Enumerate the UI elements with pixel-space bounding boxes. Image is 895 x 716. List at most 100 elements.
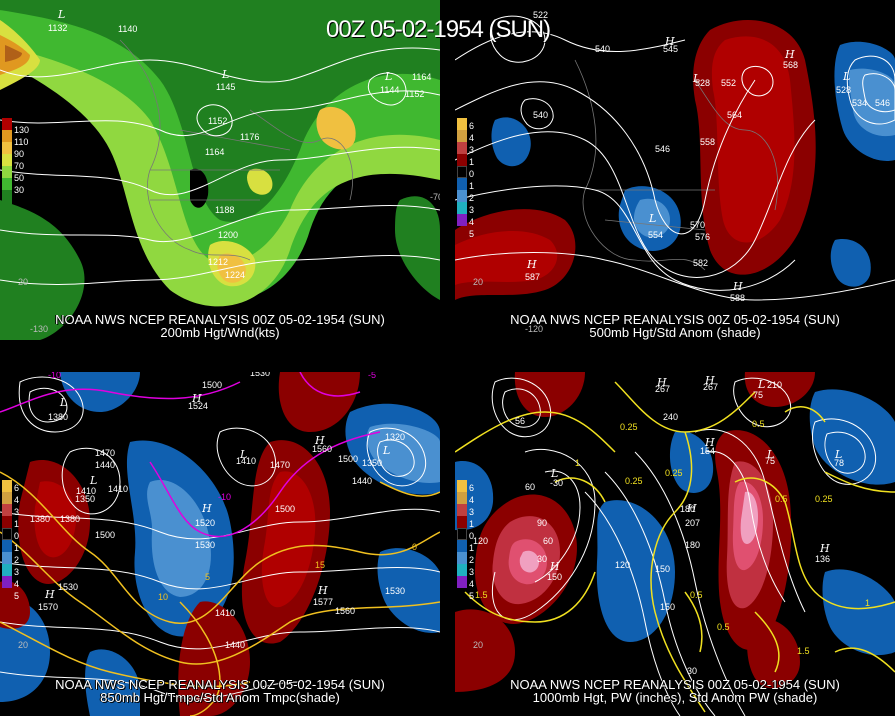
contour-label: 150 [660, 602, 675, 612]
marker-value: 588 [730, 293, 745, 303]
marker-value: 1577 [313, 597, 333, 607]
svg-text:H: H [784, 48, 795, 61]
marker-value: 528 [836, 85, 851, 95]
marker-value: 568 [783, 60, 798, 70]
svg-text:L: L [59, 396, 67, 409]
marker-value: 78 [834, 458, 844, 468]
lat-label: 20 [18, 640, 28, 650]
svg-text:H: H [549, 560, 560, 573]
contour-label: 0.25 [620, 422, 638, 432]
svg-text:L: L [89, 474, 97, 487]
panel-850mb: L 1380 L 1410 H 1524 L 1410 H 1560 L 1320 H 152… [0, 372, 440, 716]
svg-text:L: L [842, 70, 850, 83]
contour-label: -10 [218, 492, 231, 502]
svg-text:H: H [704, 374, 715, 387]
contour-label: 1470 [270, 460, 290, 470]
marker-value: 545 [663, 44, 678, 54]
contour-label: 1530 [195, 540, 215, 550]
contour-label: 1440 [95, 460, 115, 470]
svg-text:H: H [201, 502, 212, 515]
lat-label: 20 [473, 640, 483, 650]
svg-text:L: L [766, 448, 774, 461]
contour-label: 1.5 [797, 646, 810, 656]
contour-label: 1212 [208, 257, 228, 267]
marker-value: 207 [685, 518, 700, 528]
contour-label: 1440 [352, 476, 372, 486]
contour-label: 1164 [412, 72, 431, 82]
colorbar [2, 118, 12, 204]
marker-value: 552 [721, 78, 736, 88]
colorbar [2, 480, 12, 588]
contour-label: 180 [680, 504, 695, 514]
page-title: 00Z 05-02-1954 (SUN) [326, 16, 551, 43]
contour-label: 120 [615, 560, 630, 570]
svg-text:L: L [239, 448, 247, 461]
svg-text:L: L [757, 378, 765, 391]
contour-label: 1200 [218, 230, 238, 240]
contour-label: 564 [727, 110, 742, 120]
contour-label: 1164 [205, 147, 224, 157]
svg-text:H: H [686, 502, 697, 515]
marker-value: 1380 [48, 412, 68, 422]
svg-text:H: H [664, 35, 675, 48]
contour-label: 570 [690, 220, 705, 230]
colorbar-labels: 130 110 90 70 50 30 [14, 125, 30, 195]
contour-label: 1530 [58, 582, 78, 592]
svg-text:L: L [692, 72, 700, 85]
contour-label: 1500 [202, 380, 222, 390]
contour-label: 1.5 [475, 590, 488, 600]
contour-label: 1350 [75, 494, 95, 504]
svg-text:H: H [314, 434, 325, 447]
marker-value: 1132 [48, 23, 67, 33]
marker-value: 1410 [236, 456, 256, 466]
marker-value: 1570 [38, 602, 58, 612]
marker-value: 150 [547, 572, 562, 582]
contour-label: 15 [315, 560, 325, 570]
contour-label: 0.25 [815, 494, 833, 504]
svg-text:L: L [550, 467, 558, 480]
contour-label: 30 [687, 666, 697, 676]
panel-caption: NOAA NWS NCEP REANALYSIS 00Z 05-02-1954 … [510, 677, 840, 705]
marker-value: 1320 [385, 432, 405, 442]
svg-text:H: H [704, 436, 715, 449]
lon-label: -120 [525, 324, 543, 334]
svg-text:L: L [382, 444, 390, 457]
contour-label: 1380 [60, 514, 80, 524]
contour-label: 60 [543, 536, 553, 546]
contour-label: 1224 [225, 270, 245, 280]
contour-label: 1188 [215, 205, 234, 215]
marker-value: 154 [700, 446, 715, 456]
contour-label: 1410 [215, 608, 235, 618]
contour-label: 1176 [240, 132, 259, 142]
marker-value: 75 [765, 456, 775, 466]
marker-value: 587 [525, 272, 540, 282]
contour-label: 534 [852, 98, 867, 108]
contour-label: 0.5 [690, 590, 703, 600]
contour-label: 1500 [275, 504, 295, 514]
contour-label: 120 [473, 536, 488, 546]
contour-label: 0.25 [625, 476, 643, 486]
contour-label: -5 [368, 372, 376, 380]
lon-label: -70 [430, 192, 440, 202]
svg-text:H: H [819, 542, 830, 555]
contour-label: 1560 [335, 606, 355, 616]
contour-label: 0.5 [775, 494, 788, 504]
contour-label: 1350 [362, 458, 382, 468]
marker-value: 1560 [312, 444, 332, 454]
contour-label: 0.5 [717, 622, 730, 632]
panel-caption: NOAA NWS NCEP REANALYSIS 00Z 05-02-1954 … [55, 312, 385, 340]
contour-label: 1380 [30, 514, 50, 524]
svg-text:H: H [44, 588, 55, 601]
contour-label: 240 [663, 412, 678, 422]
contour-label: 1530 [250, 372, 270, 378]
contour-label: 546 [875, 98, 890, 108]
contour-label: 5 [205, 572, 210, 582]
panel-200mb: L 1132 L 1145 L 1144 1140 1152 1164 1176 11… [0, 0, 440, 340]
contour-label: 1470 [95, 448, 115, 458]
contour-label: 1 [865, 598, 870, 608]
